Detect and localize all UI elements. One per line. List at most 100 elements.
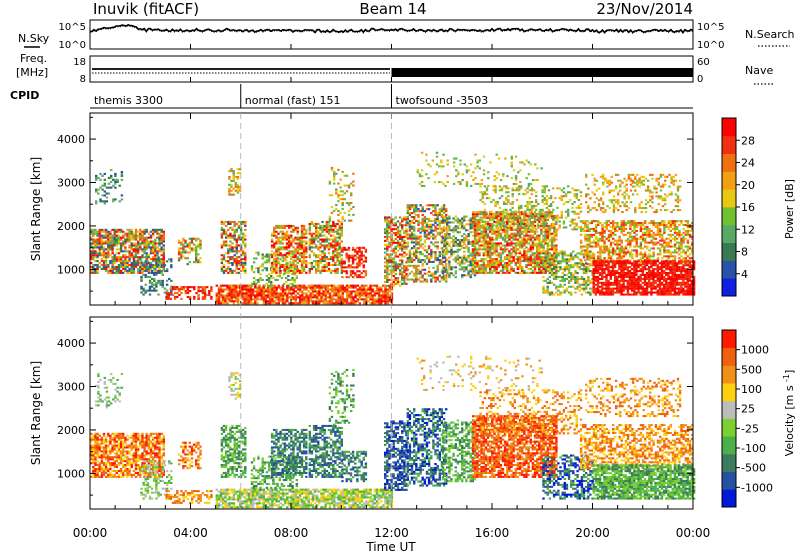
cpid-row: CPID themis 3300 normal (fast) 151 twofsou… (10, 84, 693, 109)
echo-cell (111, 258, 114, 261)
echo-cell (154, 254, 157, 257)
echo-cell (495, 271, 498, 274)
echo-cell (436, 266, 439, 269)
echo-cell (410, 247, 414, 250)
echo-cell (430, 241, 433, 244)
echo-cell (102, 242, 106, 245)
echo-cell (107, 182, 111, 185)
echo-cell (507, 201, 510, 204)
echo-cell (544, 266, 547, 269)
echo-cell (531, 222, 535, 225)
echo-cell (300, 228, 304, 231)
echo-cell (514, 242, 517, 245)
echo-cell (484, 242, 488, 245)
echo-cell (398, 245, 402, 248)
echo-cell (544, 271, 547, 274)
echo-cell (463, 258, 466, 261)
echo-cell (482, 213, 485, 216)
echo-cell (567, 185, 570, 188)
echo-cell (495, 264, 498, 267)
echo-cell (316, 300, 319, 303)
echo-cell (124, 254, 127, 257)
echo-cell (104, 269, 108, 272)
echo-cell (486, 248, 490, 251)
echo-cell (98, 242, 101, 245)
echo-cell (491, 242, 494, 245)
echo-cell (336, 271, 339, 274)
echo-cell (401, 249, 404, 252)
echo-cell (480, 248, 483, 251)
echo-cell (94, 260, 97, 263)
echo-cell (405, 282, 408, 285)
echo-cell (392, 249, 395, 252)
echo-cell (337, 284, 340, 287)
echo-cell (375, 290, 379, 293)
echo-cell (546, 291, 549, 294)
echo-cell (497, 254, 500, 257)
echo-cell (102, 264, 106, 267)
echo-cell (401, 228, 404, 231)
echo-cell (347, 219, 351, 222)
echo-cell (220, 236, 224, 239)
echo-cell (417, 278, 420, 281)
echo-cell (362, 264, 365, 267)
echo-cell (197, 286, 200, 289)
echo-cell (176, 292, 179, 295)
echo-cell (278, 267, 281, 270)
echo-cell (321, 267, 324, 270)
echo-cell (328, 284, 332, 287)
echo-cell (371, 296, 374, 299)
echo-cell (288, 224, 291, 227)
echo-cell (483, 193, 487, 196)
echo-cell (423, 255, 427, 258)
echo-cell (90, 262, 93, 265)
echo-cell (245, 290, 248, 293)
echo-cell (101, 188, 104, 191)
echo-cell (117, 248, 121, 251)
echo-cell (271, 296, 274, 299)
echo-cell (390, 249, 393, 252)
echo-cell (463, 240, 466, 243)
echo-cell (384, 228, 387, 231)
echo-cell (119, 265, 123, 268)
echo-cell (203, 292, 207, 295)
echo-cell (95, 178, 98, 181)
echo-cell (546, 289, 549, 292)
echo-cell (569, 199, 572, 202)
echo-cell (145, 258, 148, 261)
echo-cell (231, 271, 234, 274)
echo-cell (275, 271, 278, 274)
echo-cell (540, 246, 543, 249)
echo-cell (275, 302, 278, 305)
echo-cell (390, 261, 393, 264)
echo-cell (531, 248, 535, 251)
echo-cell (486, 250, 490, 253)
echo-cell (110, 186, 113, 189)
echo-cell (338, 262, 341, 265)
echo-cell (294, 264, 297, 267)
echo-cell (527, 217, 530, 220)
echo-cell (100, 264, 104, 267)
echo-cell (242, 222, 245, 225)
echo-cell (484, 265, 488, 268)
echo-cell (279, 288, 283, 291)
echo-cell (161, 283, 164, 286)
echo-cell (281, 224, 284, 227)
echo-cell (257, 278, 260, 281)
echo-cell (509, 214, 512, 217)
echo-cell (360, 286, 364, 289)
echo-cell (401, 273, 404, 276)
echo-cell (401, 282, 404, 285)
echo-cell (456, 231, 460, 234)
echo-cell (192, 237, 196, 240)
echo-cell (141, 254, 144, 257)
echo-cell (111, 256, 114, 259)
echo-cell (247, 292, 251, 295)
echo-cell (386, 247, 389, 250)
echo-cell (139, 258, 142, 261)
echo-cell (163, 264, 167, 267)
echo-cell (224, 298, 227, 301)
echo-cell (330, 300, 334, 303)
echo-cell (147, 232, 151, 235)
freq-label-2: [MHz] (16, 66, 48, 79)
